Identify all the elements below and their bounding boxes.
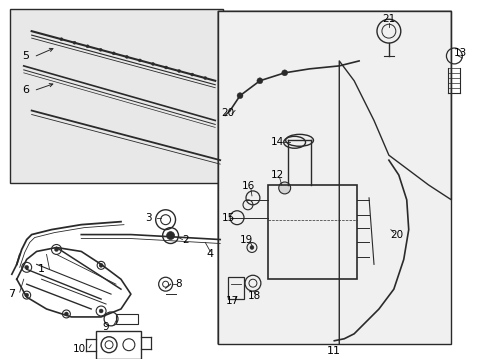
Circle shape: [257, 78, 263, 84]
Circle shape: [54, 247, 58, 251]
Bar: [218, 11, 451, 344]
Text: 5: 5: [22, 51, 29, 61]
Circle shape: [24, 265, 29, 269]
Text: 14: 14: [271, 137, 284, 147]
Circle shape: [204, 77, 207, 80]
Bar: [116, 314, 138, 324]
Circle shape: [279, 182, 291, 194]
Text: 10: 10: [73, 344, 86, 354]
Bar: [268, 185, 357, 279]
Text: 15: 15: [221, 213, 235, 223]
Text: 17: 17: [225, 296, 239, 306]
Text: 19: 19: [240, 234, 253, 244]
Text: 20: 20: [221, 108, 235, 117]
Circle shape: [138, 59, 142, 62]
Circle shape: [60, 38, 63, 41]
Circle shape: [237, 93, 243, 99]
Text: 8: 8: [175, 279, 182, 289]
Circle shape: [99, 264, 103, 267]
Circle shape: [125, 55, 128, 58]
Text: 3: 3: [146, 213, 152, 223]
Polygon shape: [218, 11, 451, 344]
Text: 12: 12: [271, 170, 284, 180]
Text: 1: 1: [38, 264, 45, 274]
Text: 21: 21: [382, 14, 395, 24]
Circle shape: [99, 309, 103, 313]
Text: 16: 16: [242, 181, 255, 191]
Circle shape: [167, 231, 174, 239]
Bar: [96, 331, 141, 359]
Text: 11: 11: [327, 346, 342, 356]
Circle shape: [165, 66, 168, 69]
Circle shape: [112, 52, 115, 55]
Text: 2: 2: [182, 234, 189, 244]
Circle shape: [250, 246, 254, 249]
Circle shape: [282, 70, 288, 76]
Text: 9: 9: [103, 322, 109, 332]
Circle shape: [191, 73, 194, 76]
Bar: [228, 277, 244, 299]
Text: 4: 4: [207, 249, 214, 260]
Circle shape: [73, 41, 76, 44]
Text: 7: 7: [8, 289, 15, 299]
Bar: [10, 9, 223, 183]
Circle shape: [99, 48, 102, 51]
Text: 6: 6: [22, 85, 29, 95]
Circle shape: [24, 293, 29, 297]
Text: 20: 20: [390, 230, 403, 239]
Circle shape: [86, 45, 89, 48]
Text: 18: 18: [248, 291, 262, 301]
Circle shape: [151, 63, 154, 66]
Text: 13: 13: [454, 48, 467, 58]
Circle shape: [64, 312, 69, 316]
Circle shape: [178, 69, 181, 72]
